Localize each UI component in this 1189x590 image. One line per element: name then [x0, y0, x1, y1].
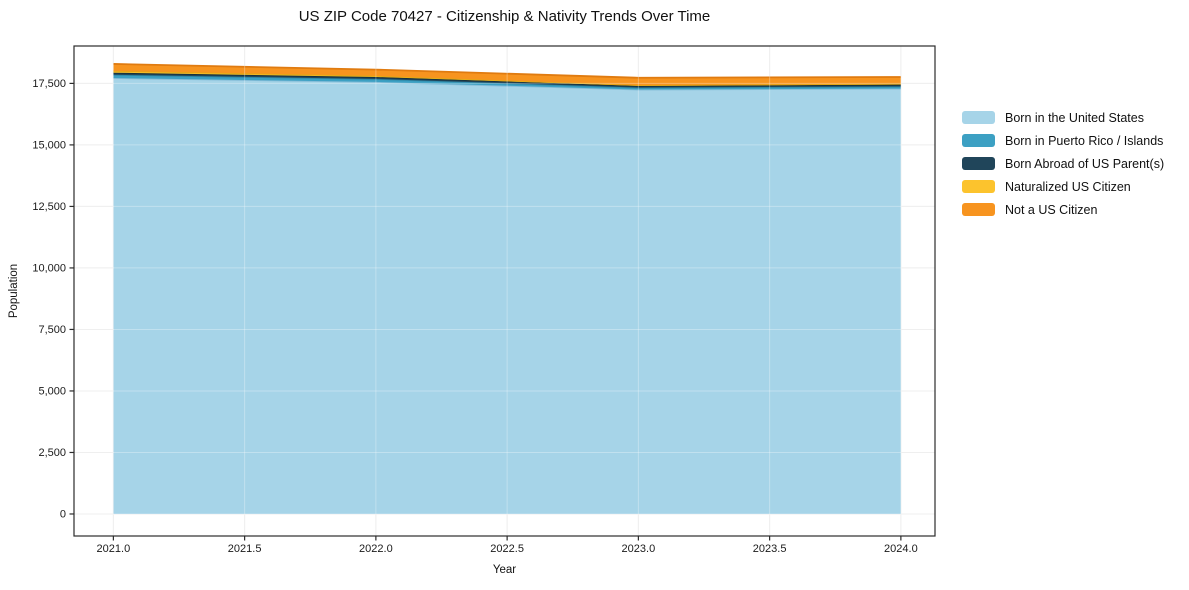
x-tick-label: 2022.0: [359, 543, 393, 555]
y-tick-label: 12,500: [32, 201, 66, 213]
legend-label: Born in the United States: [1005, 110, 1144, 125]
legend: Born in the United States Born in Puerto …: [962, 106, 1164, 221]
x-axis-label: Year: [492, 564, 517, 576]
area-line-not-citizen: [113, 63, 901, 79]
x-tick-label: 2021.0: [97, 543, 131, 555]
y-tick-label: 0: [60, 508, 66, 520]
legend-swatch-naturalized: [962, 180, 995, 193]
x-tick-label: 2022.5: [490, 543, 524, 555]
legend-swatch-born-us: [962, 111, 995, 124]
legend-label: Born Abroad of US Parent(s): [1005, 156, 1165, 171]
x-tick-label: 2023.5: [753, 543, 787, 555]
chart-title: US ZIP Code 70427 - Citizenship & Nativi…: [298, 8, 711, 25]
legend-label: Born in Puerto Rico / Islands: [1005, 133, 1164, 148]
x-tick-label: 2024.0: [884, 543, 918, 555]
legend-swatch-puerto-rico: [962, 134, 995, 147]
legend-item-not-citizen: Not a US Citizen: [962, 198, 1164, 221]
y-tick-label: 10,000: [32, 262, 66, 274]
legend-item-puerto-rico: Born in Puerto Rico / Islands: [962, 129, 1164, 152]
y-tick-label: 2,500: [38, 447, 66, 459]
y-tick-label: 17,500: [32, 78, 66, 90]
legend-item-born-abroad: Born Abroad of US Parent(s): [962, 152, 1164, 175]
legend-swatch-not-citizen: [962, 203, 995, 216]
legend-swatch-born-abroad: [962, 157, 995, 170]
x-tick-label: 2023.0: [622, 543, 656, 555]
legend-item-born-us: Born in the United States: [962, 106, 1164, 129]
y-tick-label: 15,000: [32, 139, 66, 151]
area-born-us: [113, 77, 901, 514]
legend-item-naturalized: Naturalized US Citizen: [962, 175, 1164, 198]
legend-label: Naturalized US Citizen: [1005, 179, 1131, 194]
plot-border: [73, 45, 936, 537]
y-tick-label: 7,500: [38, 324, 66, 336]
x-tick-label: 2021.5: [228, 543, 262, 555]
y-tick-label: 5,000: [38, 385, 66, 397]
legend-label: Not a US Citizen: [1005, 202, 1098, 217]
